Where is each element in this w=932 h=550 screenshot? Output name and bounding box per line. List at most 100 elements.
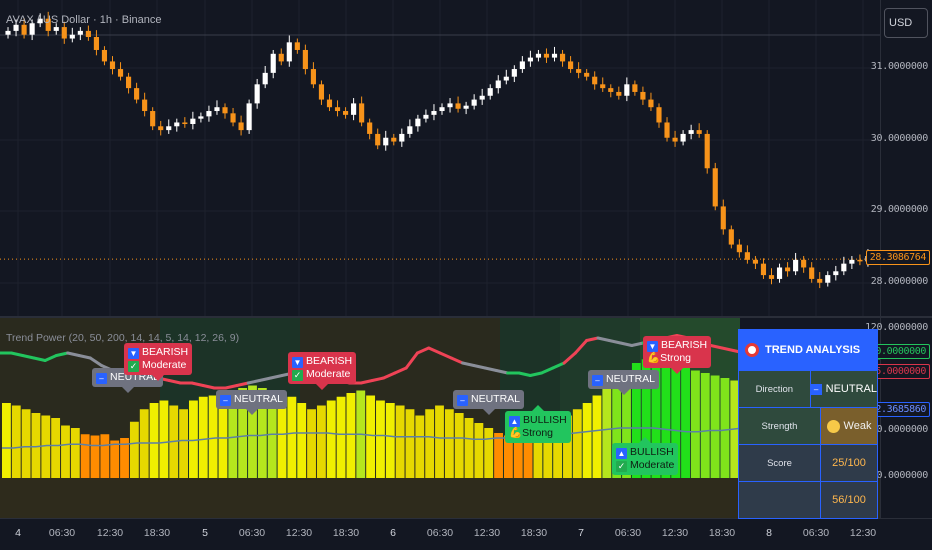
- trend-line-segment: [167, 379, 183, 385]
- candle-body: [519, 61, 525, 70]
- power-bar: [523, 430, 533, 478]
- indicator-title: Trend Power (20, 50, 200, 14, 14, 5, 14,…: [6, 332, 240, 344]
- power-bar: [159, 400, 169, 478]
- trend-line-segment: [246, 379, 261, 385]
- candle-body: [849, 259, 855, 264]
- trend-row-strength: Strength Weak: [739, 407, 877, 444]
- direction-value: NEUTRAL: [825, 383, 877, 395]
- price-chart-pane[interactable]: AVAX / US Dollar · 1h · Binance: [0, 0, 880, 316]
- trend-line-segment: [235, 381, 250, 387]
- time-tick: 06:30: [238, 527, 266, 539]
- bearish-icon: ▼: [292, 357, 303, 368]
- time-tick: 7: [578, 527, 584, 539]
- time-tick: 06:30: [426, 527, 454, 539]
- price-chart[interactable]: [0, 0, 880, 316]
- candle-body: [768, 275, 775, 279]
- power-bar: [316, 405, 326, 478]
- candle-body: [632, 84, 638, 92]
- candle-body: [166, 126, 172, 131]
- signal-tag-neutral: – NEUTRAL: [216, 390, 288, 415]
- candle-body: [825, 275, 831, 283]
- candle-body: [511, 69, 517, 77]
- price-tick: 28.0000000: [870, 276, 929, 287]
- candle-body: [342, 111, 349, 115]
- candle-body: [359, 103, 365, 123]
- time-tick: 18:30: [143, 527, 171, 539]
- price-tick: 31.0000000: [870, 61, 929, 72]
- power-bar: [631, 363, 641, 478]
- candle-body: [680, 133, 686, 142]
- bullish-icon: ▲: [616, 448, 627, 459]
- candle-body: [664, 122, 670, 138]
- time-tick: 18:30: [520, 527, 548, 539]
- power-bar: [189, 400, 198, 478]
- time-tick: 06:30: [614, 527, 642, 539]
- trend-line-segment: [449, 356, 465, 365]
- candle-body: [809, 267, 815, 279]
- candle-body: [125, 76, 132, 89]
- candle-body: [174, 122, 180, 127]
- power-bar: [385, 403, 395, 478]
- power-bar: [582, 403, 592, 478]
- time-axis[interactable]: 4 06:30 12:30 18:30 5 06:30 12:30 18:30 6 06:30 12…: [0, 518, 932, 550]
- signal-strength: Strong: [522, 427, 554, 439]
- power-bar: [307, 409, 316, 478]
- price-axis[interactable]: USD 31.0000000 30.0000000 29.0000000 28.…: [865, 0, 932, 518]
- candle-body: [495, 80, 501, 89]
- trend-line-segment: [517, 371, 532, 377]
- power-bar: [690, 370, 700, 478]
- candle-body: [278, 53, 284, 62]
- power-bar: [710, 375, 720, 478]
- trend-line-segment: [257, 376, 273, 382]
- power-bar: [110, 440, 120, 478]
- trend-line-segment: [461, 361, 476, 367]
- candle-body: [728, 229, 734, 245]
- candle-body: [351, 103, 357, 115]
- candle-body: [246, 103, 252, 131]
- power-bar: [444, 409, 454, 478]
- power-bar: [326, 400, 336, 478]
- power-bar: [651, 358, 661, 478]
- candle-body: [592, 76, 598, 85]
- neutral-icon: –: [457, 395, 468, 406]
- candle-body: [616, 91, 622, 96]
- candle-body: [375, 133, 381, 146]
- candle-body: [447, 103, 453, 108]
- signal-tag-bullish: ▲ BULLISH ✓ Moderate: [612, 437, 679, 475]
- candle-body: [736, 244, 742, 253]
- time-tick: 12:30: [849, 527, 877, 539]
- candle-body: [182, 122, 188, 124]
- signal-tag-neutral: – NEUTRAL: [588, 370, 660, 395]
- candle-body: [238, 122, 244, 131]
- currency-button[interactable]: USD: [884, 8, 928, 38]
- pane-separator[interactable]: [0, 316, 932, 318]
- signal-label: NEUTRAL: [606, 373, 656, 385]
- candle-body: [841, 263, 847, 272]
- trend-line-segment: [630, 341, 645, 347]
- trend-line-segment: [472, 364, 487, 370]
- flex-icon: 💪: [509, 427, 523, 439]
- power-bar: [543, 425, 553, 478]
- trend-line-segment: [393, 366, 408, 375]
- trend-row-score: Score 25/100: [739, 444, 877, 481]
- trend-line-segment: [359, 379, 374, 385]
- power-bar: [622, 370, 631, 478]
- power-bar: [257, 388, 267, 478]
- trend-line-segment: [596, 336, 611, 342]
- power-bar: [248, 385, 257, 478]
- candle-body: [13, 24, 19, 31]
- candle-body: [672, 137, 678, 142]
- neutral-icon: –: [220, 395, 231, 406]
- trend-line-segment: [54, 351, 70, 357]
- trend-line-segment: [720, 346, 735, 352]
- candle-body: [487, 88, 493, 96]
- indicator-tick: 0.0000000: [876, 470, 929, 481]
- power-bar: [553, 420, 563, 478]
- candle-body: [69, 34, 75, 39]
- candle-body: [688, 130, 694, 134]
- candle-body: [294, 42, 300, 50]
- candle-body: [391, 137, 397, 142]
- candle-body: [407, 126, 413, 134]
- power-bar: [415, 415, 425, 478]
- signal-tag-bearish: ▼ BEARISH 💪Strong: [643, 336, 712, 374]
